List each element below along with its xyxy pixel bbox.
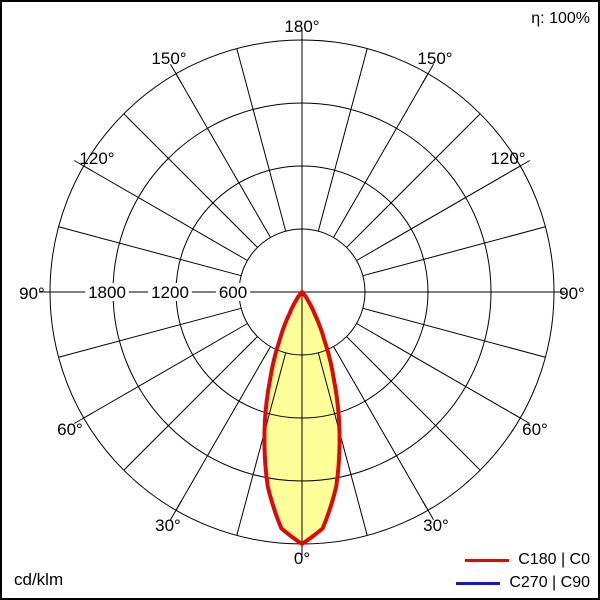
- svg-text:60°: 60°: [522, 420, 548, 439]
- efficiency-label: η: 100%: [531, 10, 590, 27]
- legend-item-c180-c0: C180 | C0: [465, 551, 590, 569]
- svg-text:180°: 180°: [284, 17, 319, 36]
- svg-text:120°: 120°: [79, 149, 114, 168]
- svg-text:90°: 90°: [19, 284, 45, 303]
- legend-label: C270 | C90: [509, 574, 590, 591]
- legend: C180 | C0 C270 | C90: [456, 551, 590, 592]
- svg-text:30°: 30°: [155, 516, 181, 535]
- svg-text:150°: 150°: [151, 49, 186, 68]
- svg-text:30°: 30°: [423, 516, 449, 535]
- unit-label: cd/klm: [14, 570, 64, 589]
- legend-item-c270-c90: C270 | C90: [456, 574, 590, 592]
- legend-line-blue-icon: [456, 581, 501, 585]
- svg-text:60°: 60°: [57, 420, 83, 439]
- svg-text:120°: 120°: [490, 149, 525, 168]
- svg-text:90°: 90°: [559, 284, 585, 303]
- svg-text:1800: 1800: [88, 283, 126, 302]
- svg-text:600: 600: [219, 283, 247, 302]
- svg-text:1200: 1200: [151, 283, 189, 302]
- svg-text:0°: 0°: [294, 549, 310, 568]
- legend-line-red-icon: [465, 558, 510, 562]
- svg-text:150°: 150°: [417, 49, 452, 68]
- legend-label: C180 | C0: [518, 551, 590, 568]
